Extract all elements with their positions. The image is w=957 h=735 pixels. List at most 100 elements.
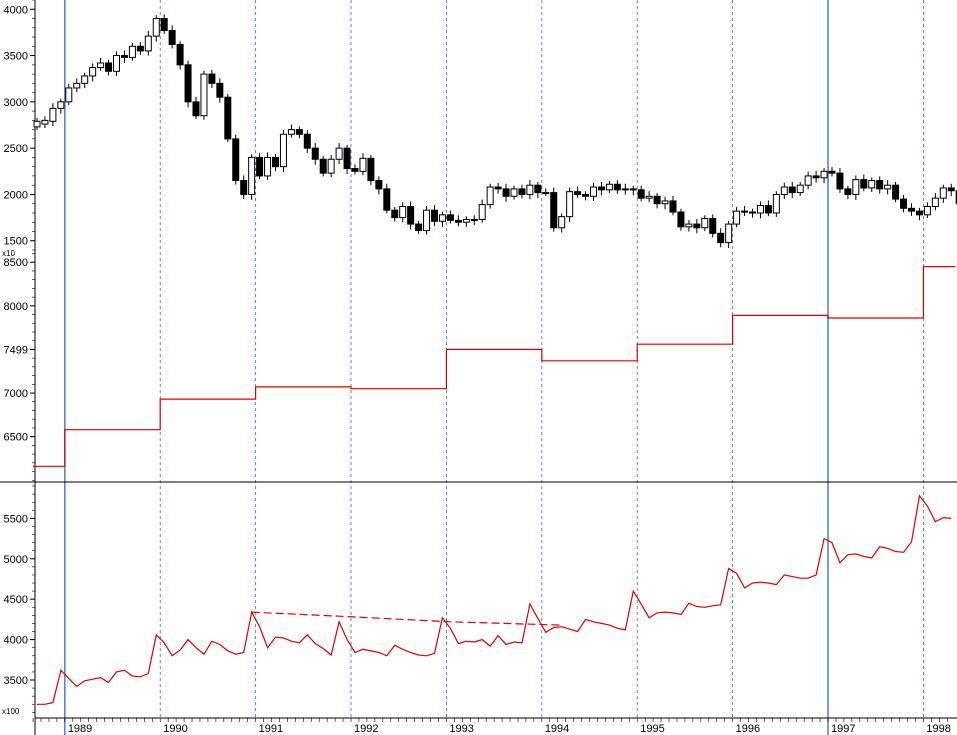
- candle-body: [931, 197, 939, 207]
- candle-body: [232, 138, 240, 182]
- candle-body: [908, 207, 915, 212]
- candle-body: [653, 195, 661, 205]
- candle-body: [613, 183, 621, 191]
- bot-y-tick-label: 3500: [4, 675, 28, 687]
- candle-body: [876, 180, 884, 190]
- candle-body: [629, 188, 637, 191]
- candle-body: [709, 218, 717, 234]
- candle-body: [915, 210, 923, 216]
- candle-body: [89, 67, 97, 77]
- candle-body: [224, 96, 232, 140]
- candle-body: [33, 120, 41, 128]
- candle-body: [240, 180, 248, 195]
- candle-body: [804, 175, 812, 186]
- candle-body: [669, 200, 677, 213]
- candle-body: [637, 189, 645, 199]
- candle-body: [502, 188, 510, 197]
- mid-y-tick-label: 7000: [4, 388, 28, 400]
- candle-body: [852, 179, 860, 195]
- candle-body: [725, 223, 733, 244]
- candle-body: [57, 101, 65, 109]
- candle-body: [168, 30, 176, 45]
- candle-body: [423, 209, 431, 232]
- x-tick-label: 1991: [259, 723, 283, 735]
- candle-body: [550, 192, 558, 229]
- candle-body: [597, 186, 605, 191]
- middle-step-line: [33, 266, 956, 467]
- candle-body: [947, 187, 955, 192]
- mid-y-tick-label: 6500: [4, 432, 28, 444]
- candle-body: [677, 211, 685, 228]
- candle-body: [152, 18, 160, 37]
- candle-body: [295, 129, 303, 135]
- candle-body: [383, 188, 391, 211]
- candle-body: [470, 218, 478, 221]
- candle-body: [462, 218, 470, 223]
- mid-y-tick-label: 8000: [4, 301, 28, 313]
- candle-body: [749, 211, 756, 214]
- candle-body: [192, 101, 200, 117]
- mid-y-tick-label: 8500: [4, 257, 28, 269]
- top-y-axis-ticks: 1500 2000 2500 3000 3500 4000: [4, 0, 35, 251]
- bottom-y-axis-ticks: 3500 4000 4500 5000 5500: [4, 485, 35, 713]
- candle-body: [820, 170, 828, 179]
- candle-body: [256, 156, 264, 177]
- candle-body: [780, 186, 788, 195]
- candle-body: [359, 157, 367, 172]
- candle-body: [176, 43, 184, 66]
- candle-body: [81, 75, 89, 84]
- candle-body: [478, 204, 486, 220]
- step-line: [33, 266, 956, 467]
- candle-body: [438, 214, 446, 222]
- candle-body: [272, 156, 279, 168]
- candle-body: [184, 64, 192, 103]
- candle-body: [836, 172, 844, 190]
- candle-body: [590, 186, 597, 197]
- candle-body: [105, 62, 113, 72]
- middle-unit-label: x10: [2, 249, 15, 258]
- candle-body: [351, 168, 359, 172]
- top-y-tick-label: 1500: [4, 236, 28, 248]
- candle-body: [892, 184, 900, 200]
- candle-body: [41, 119, 49, 125]
- bot-y-tick-label: 5000: [4, 554, 28, 566]
- candle-body: [526, 184, 534, 195]
- candle-body: [327, 158, 335, 174]
- candle-body: [621, 188, 629, 191]
- candle-body: [566, 191, 574, 218]
- candle-body: [605, 183, 613, 191]
- candle-body: [772, 193, 780, 214]
- vertical-markers: [64, 0, 829, 735]
- candle-body: [49, 107, 57, 122]
- candle-body: [844, 188, 852, 195]
- candle-body: [144, 35, 152, 52]
- candle-body: [764, 205, 772, 214]
- candle-body: [446, 214, 454, 221]
- candle-body: [574, 191, 582, 195]
- candle-body: [319, 158, 327, 174]
- candle-body: [812, 175, 820, 179]
- candle-body: [860, 179, 868, 189]
- x-tick-label: 1994: [545, 723, 569, 735]
- candle-body: [741, 210, 749, 213]
- candle-body: [160, 18, 168, 32]
- bot-y-tick-label: 5500: [4, 513, 28, 525]
- candle-body: [510, 188, 518, 197]
- candle-body: [900, 198, 908, 209]
- bottom-unit-label: x100: [2, 707, 20, 716]
- candle-body: [97, 62, 105, 69]
- candle-body: [200, 73, 208, 117]
- bottom-dashed-line: [251, 611, 562, 626]
- x-tick-label: 1995: [640, 723, 664, 735]
- candle-body: [375, 180, 383, 190]
- candle-body: [558, 216, 566, 229]
- candle-body: [343, 147, 351, 170]
- x-tick-label: 1997: [831, 723, 855, 735]
- candle-body: [454, 219, 462, 223]
- candle-body: [542, 192, 550, 195]
- candle-body: [939, 187, 947, 199]
- top-y-tick-label: 4000: [4, 4, 28, 16]
- candle-body: [717, 232, 725, 244]
